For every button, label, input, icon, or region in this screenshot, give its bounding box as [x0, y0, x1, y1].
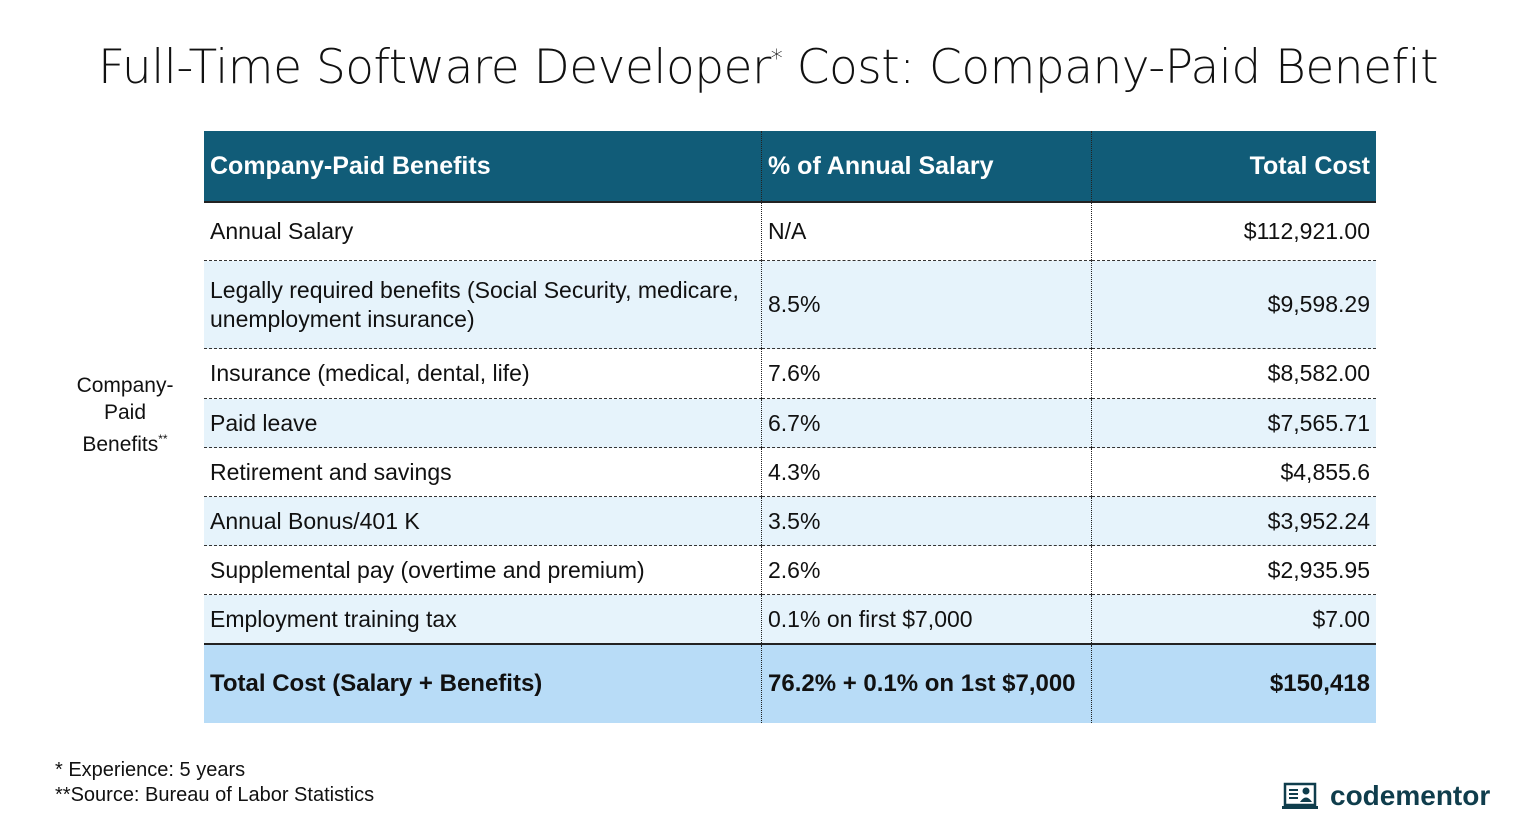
benefit-cell: Insurance (medical, dental, life) [204, 348, 762, 399]
table-row: Paid leave 6.7% $7,565.71 [204, 398, 1376, 448]
percent-cell: 7.6% [761, 348, 1092, 399]
footnote-source: **Source: Bureau of Labor Statistics [55, 784, 375, 806]
percent-cell: 0.1% on first $7,000 [761, 594, 1092, 645]
footnote-experience: * Experience: 5 years [55, 759, 246, 781]
side-label: Company-Paid Benefits** [60, 372, 190, 458]
side-label-mark: ** [158, 432, 168, 446]
cost-cell: $112,921.00 [1091, 202, 1376, 261]
percent-cell: 4.3% [761, 447, 1092, 497]
header-row: Company-Paid Benefits % of Annual Salary… [204, 131, 1376, 203]
benefit-cell: Paid leave [204, 398, 762, 448]
benefits-table: Company-Paid Benefits % of Annual Salary… [204, 131, 1376, 723]
cost-cell: $3,952.24 [1091, 496, 1376, 546]
table-row: Supplemental pay (overtime and premium) 2… [204, 545, 1376, 595]
benefit-cell: Supplemental pay (overtime and premium) [204, 545, 762, 595]
header-benefit: Company-Paid Benefits [204, 131, 762, 203]
benefit-cell: Retirement and savings [204, 447, 762, 497]
logo-text: codementor [1330, 780, 1491, 811]
benefit-cell: Annual Salary [204, 202, 762, 261]
percent-cell: 6.7% [761, 398, 1092, 448]
table-row: Annual Salary N/A $112,921.00 [204, 202, 1376, 261]
table-row: Legally required benefits (Social Securi… [204, 260, 1376, 349]
percent-cell: N/A [761, 202, 1092, 261]
header-percent: % of Annual Salary [761, 131, 1092, 203]
percent-cell: 2.6% [761, 545, 1092, 595]
table-row: Annual Bonus/401 K 3.5% $3,952.24 [204, 496, 1376, 546]
percent-cell: 3.5% [761, 496, 1092, 546]
title-main: Full-Time Software Developer [97, 40, 771, 95]
table-row: Employment training tax 0.1% on first $7,… [204, 594, 1376, 645]
cost-cell: $8,582.00 [1091, 348, 1376, 399]
percent-cell: 8.5% [761, 260, 1092, 349]
total-cost: $150,418 [1091, 643, 1376, 723]
table-row: Retirement and savings 4.3% $4,855.6 [204, 447, 1376, 497]
footnotes: * Experience: 5 years **Source: Bureau o… [55, 758, 374, 808]
cost-cell: $7.00 [1091, 594, 1376, 645]
cost-cell: $4,855.6 [1091, 447, 1376, 497]
page-title: Full-Time Software Developer* Cost: Comp… [0, 40, 1536, 95]
title-footnote-mark: * [770, 44, 783, 73]
header-total: Total Cost [1091, 131, 1376, 203]
benefit-cell: Legally required benefits (Social Securi… [204, 260, 762, 349]
title-rest: Cost: Company-Paid Benefit [782, 40, 1439, 95]
benefit-cell: Annual Bonus/401 K [204, 496, 762, 546]
table-row: Insurance (medical, dental, life) 7.6% $8,… [204, 348, 1376, 399]
codementor-logo: codementor [1282, 780, 1490, 812]
cost-cell: $2,935.95 [1091, 545, 1376, 595]
side-label-text: Company-Paid Benefits [76, 374, 174, 456]
total-percent: 76.2% + 0.1% on 1st $7,000 [761, 643, 1092, 723]
profile-card-icon [1282, 782, 1318, 809]
benefit-cell: Employment training tax [204, 594, 762, 645]
cost-cell: $7,565.71 [1091, 398, 1376, 448]
cost-cell: $9,598.29 [1091, 260, 1376, 349]
total-row: Total Cost (Salary + Benefits) 76.2% + 0.… [204, 643, 1376, 723]
total-label: Total Cost (Salary + Benefits) [204, 643, 762, 723]
